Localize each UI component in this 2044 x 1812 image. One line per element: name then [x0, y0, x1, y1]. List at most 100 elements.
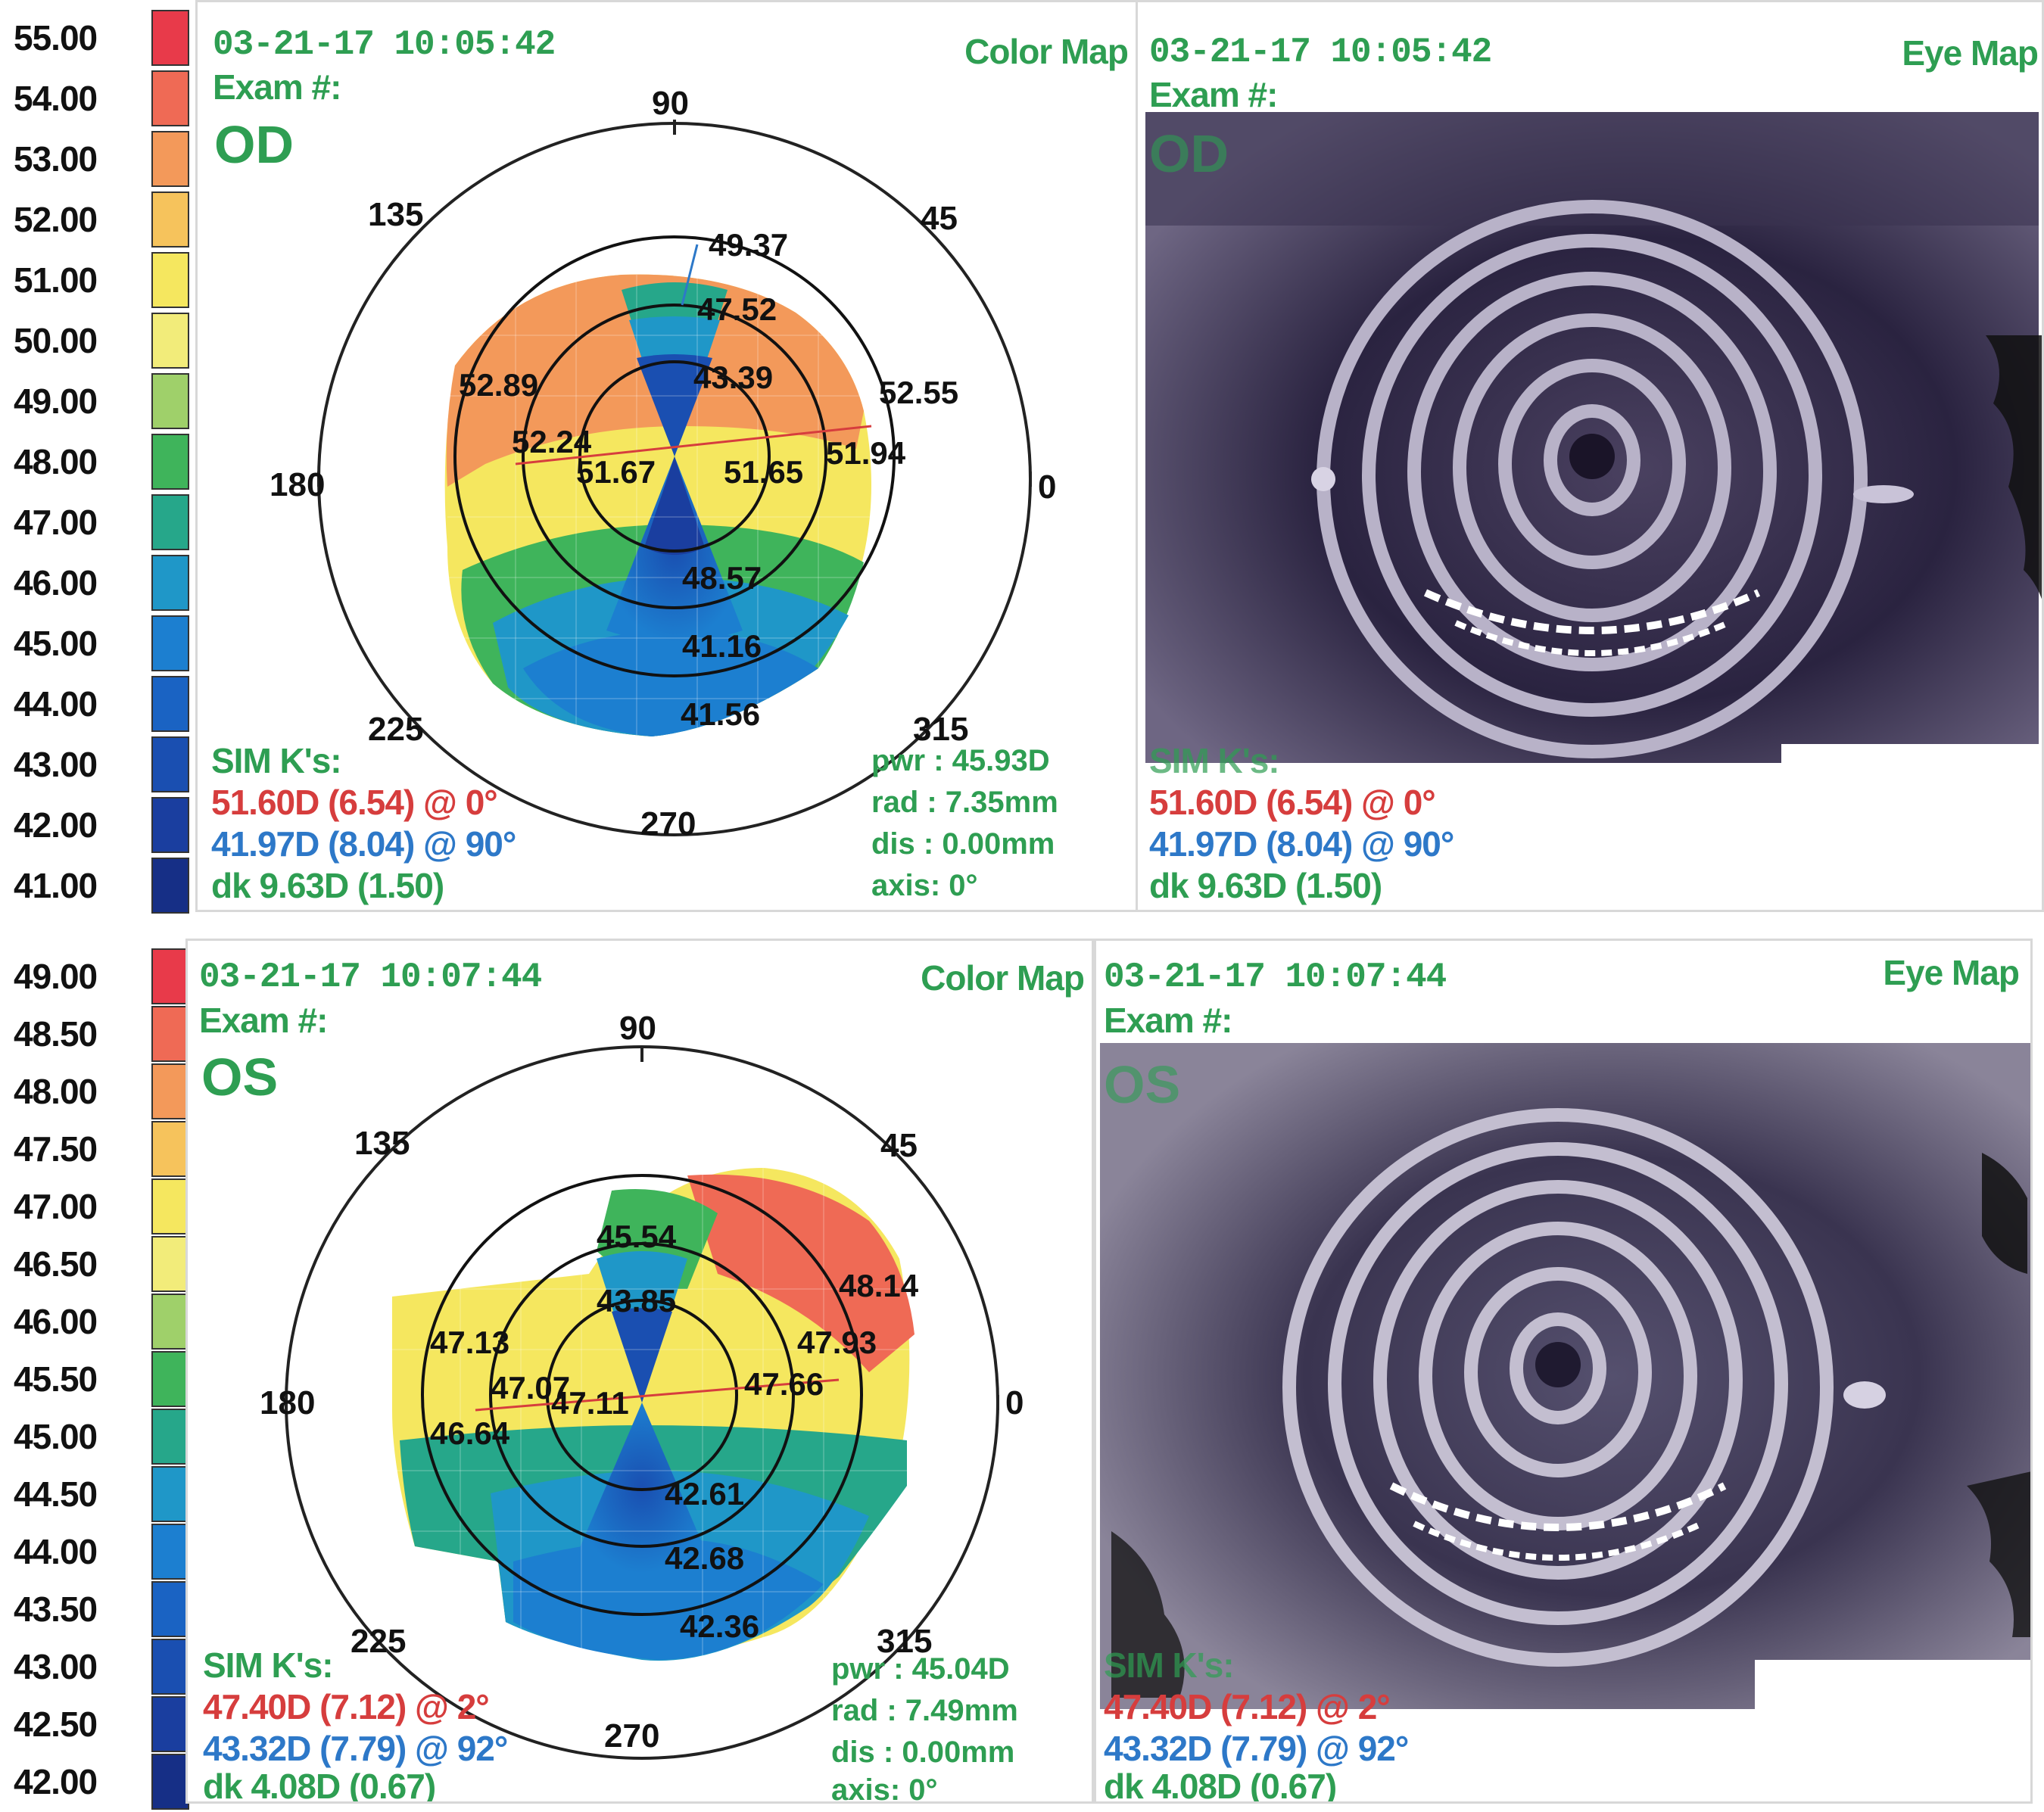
map-value: 47.07	[491, 1370, 570, 1406]
os-k1: 47.40D (7.12) @ 2°	[203, 1687, 490, 1726]
axis-label-225: 225	[351, 1623, 406, 1660]
od-color-map-surface	[444, 274, 871, 736]
od-sim-k-label: SIM K's:	[211, 741, 342, 780]
scale-step: 46.00	[0, 1291, 193, 1352]
os-eye-dk: dk 4.08D (0.67)	[1104, 1767, 1337, 1804]
scale-step: 44.00	[0, 1521, 193, 1582]
map-value: 42.61	[665, 1476, 744, 1512]
axis-label-225: 225	[368, 711, 423, 748]
od-panel: 55.00 54.00 53.00 52.00 51.00 50.00 49.0…	[0, 0, 2044, 914]
scale-step: 48.00	[0, 431, 193, 492]
os-eye-k1: 47.40D (7.12) @ 2°	[1104, 1687, 1391, 1726]
scale-step: 41.00	[0, 855, 193, 916]
scale-step: 48.00	[0, 1061, 193, 1122]
od-eye-map-title: Eye Map	[1902, 33, 2039, 73]
axis-label-135: 135	[354, 1125, 410, 1162]
scale-step: 50.00	[0, 310, 193, 371]
od-eye-dk: dk 9.63D (1.50)	[1149, 866, 1382, 905]
map-value: 51.65	[724, 454, 803, 490]
od-eye-sim-k-label: SIM K's:	[1149, 741, 1280, 780]
scale-step: 46.00	[0, 553, 193, 613]
os-panel: 49.00 48.50 48.00 47.50 47.00 46.50 46.0…	[0, 939, 2044, 1810]
map-value: 42.36	[680, 1608, 759, 1644]
scale-step: 43.00	[0, 734, 193, 795]
scale-step: 47.50	[0, 1119, 193, 1179]
map-value: 49.37	[709, 227, 788, 263]
od-topography-plot: 90 45 135 180 0 225 270 315 49.37 47.52 …	[270, 85, 1056, 842]
map-value: 52.55	[879, 375, 958, 410]
os-axis: axis: 0°	[831, 1773, 938, 1804]
od-timestamp: 03-21-17 10:05:42	[213, 25, 556, 64]
axis-label-0: 0	[1005, 1384, 1024, 1421]
os-eye-sim-k-label: SIM K's:	[1104, 1645, 1235, 1685]
scale-step: 54.00	[0, 68, 193, 129]
os-dk: dk 4.08D (0.67)	[203, 1767, 436, 1804]
axis-label-135: 135	[368, 196, 423, 233]
map-value: 47.66	[744, 1366, 824, 1402]
od-color-map-title: Color Map	[964, 32, 1129, 71]
od-placido-image	[1145, 112, 2042, 767]
scale-step: 43.50	[0, 1579, 193, 1639]
os-eye-k2: 43.32D (7.79) @ 92°	[1104, 1729, 1409, 1768]
map-value: 52.24	[512, 424, 592, 459]
scale-step: 55.00	[0, 8, 193, 68]
od-color-map[interactable]: 03-21-17 10:05:42 Exam #: Color Map OD	[195, 0, 1138, 912]
map-value: 51.67	[576, 454, 656, 490]
od-k1: 51.60D (6.54) @ 0°	[211, 783, 498, 822]
map-value: 51.94	[826, 435, 906, 471]
os-k2: 43.32D (7.79) @ 92°	[203, 1729, 508, 1768]
map-value: 47.11	[551, 1385, 629, 1421]
os-color-map-surface	[392, 1168, 915, 1661]
od-eye-k1: 51.60D (6.54) @ 0°	[1149, 783, 1436, 822]
map-value: 42.68	[665, 1540, 744, 1576]
os-color-map[interactable]: 03-21-17 10:07:44 Exam #: Color Map OS	[185, 939, 1094, 1804]
os-eye-map[interactable]: 03-21-17 10:07:44 Exam #: Eye Map OS SIM…	[1094, 939, 2033, 1804]
scale-step: 51.00	[0, 250, 193, 310]
od-eye-code-overlay: OD	[1149, 124, 1229, 183]
os-color-map-title: Color Map	[921, 958, 1085, 998]
scale-step: 52.00	[0, 189, 193, 250]
map-value: 43.39	[693, 360, 773, 395]
od-eye-code: OD	[214, 115, 294, 174]
scale-step: 45.00	[0, 1406, 193, 1467]
od-dk: dk 9.63D (1.50)	[211, 866, 444, 905]
os-pwr: pwr : 45.04D	[831, 1652, 1010, 1686]
os-eye-code-overlay: OS	[1104, 1055, 1181, 1114]
axis-label-315: 315	[913, 711, 968, 748]
os-timestamp: 03-21-17 10:07:44	[199, 957, 542, 997]
os-placido-image	[1100, 1043, 2030, 1713]
scale-step: 44.50	[0, 1464, 193, 1524]
map-value: 47.13	[430, 1325, 509, 1360]
axis-label-90: 90	[652, 85, 689, 122]
scale-step: 48.50	[0, 1004, 193, 1064]
od-dis: dis : 0.00mm	[871, 827, 1055, 861]
scale-step: 47.00	[0, 492, 193, 553]
od-pwr: pwr : 45.93D	[871, 744, 1050, 777]
od-eye-map[interactable]: 03-21-17 10:05:42 Exam #: Eye Map OD SIM…	[1136, 0, 2044, 912]
scale-step: 42.50	[0, 1694, 193, 1754]
os-dis: dis : 0.00mm	[831, 1736, 1015, 1769]
os-sim-k-label: SIM K's:	[203, 1645, 334, 1685]
axis-label-270: 270	[604, 1717, 659, 1754]
map-value: 45.54	[597, 1219, 677, 1254]
axis-label-0: 0	[1038, 469, 1056, 506]
map-value: 43.85	[597, 1283, 676, 1319]
map-value: 48.14	[839, 1268, 919, 1303]
scale-step: 47.00	[0, 1176, 193, 1237]
od-axis: axis: 0°	[871, 869, 978, 902]
os-topography-plot: 90 45 135 180 0 225 270 315 45.54 43.85 …	[260, 1010, 1024, 1760]
scale-step: 53.00	[0, 129, 193, 189]
od-k2: 41.97D (8.04) @ 90°	[211, 824, 516, 864]
scale-step: 46.50	[0, 1234, 193, 1294]
scale-step: 49.00	[0, 946, 193, 1007]
os-eye-timestamp: 03-21-17 10:07:44	[1104, 957, 1447, 997]
map-value: 52.89	[459, 367, 538, 403]
os-exam-label: Exam #:	[199, 1001, 328, 1040]
scale-step: 44.00	[0, 674, 193, 734]
os-eye-code: OS	[201, 1048, 279, 1107]
map-value: 47.93	[797, 1325, 877, 1360]
axis-label-315: 315	[877, 1623, 932, 1660]
axis-label-270: 270	[640, 805, 696, 842]
map-value: 41.16	[682, 628, 762, 664]
axis-label-90: 90	[619, 1010, 656, 1047]
